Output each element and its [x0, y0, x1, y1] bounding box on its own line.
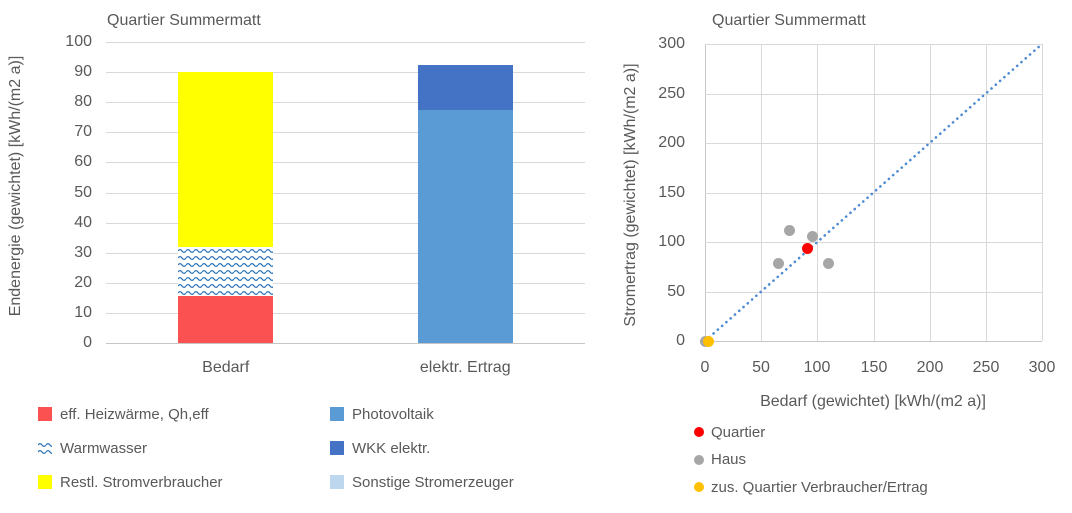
legend-item: Haus [694, 451, 746, 469]
x-tick-label: 0 [700, 359, 710, 376]
bar-segment [417, 109, 513, 343]
legend-swatch [38, 475, 52, 489]
category-label: elektr. Ertrag [419, 359, 511, 376]
y-tick-label: 0 [83, 334, 92, 351]
gridline [705, 341, 1042, 342]
scatter-chart-x-axis-title: Bedarf (gewichtet) [kWh/(m2 a)] [760, 393, 986, 410]
bar-segment [417, 64, 513, 110]
y-tick-label: 60 [74, 153, 92, 170]
identity-line [705, 44, 1042, 341]
gridline [986, 44, 987, 341]
x-tick-label: 150 [860, 359, 888, 376]
y-tick-label: 30 [74, 244, 92, 261]
y-tick-label: 150 [658, 184, 685, 201]
scatter-point [807, 230, 819, 242]
legend-swatch [330, 441, 344, 455]
y-tick-label: 100 [658, 233, 685, 250]
x-tick-label: 100 [803, 359, 831, 376]
y-tick-label: 0 [676, 332, 685, 349]
scatter-point [823, 258, 835, 270]
legend-dot [694, 482, 704, 492]
legend-item: eff. Heizwärme, Qh,eff [38, 405, 209, 423]
gridline [705, 292, 1042, 293]
legend-swatch [330, 475, 344, 489]
legend-item: zus. Quartier Verbraucher/Ertrag [694, 478, 928, 496]
y-tick-label: 300 [658, 35, 685, 52]
legend-label: Sonstige Stromerzeuger [352, 473, 514, 491]
gridline [874, 44, 875, 341]
y-tick-label: 250 [658, 85, 685, 102]
y-tick-label: 50 [74, 184, 92, 201]
gridline [106, 42, 585, 43]
y-tick-label: 20 [74, 274, 92, 291]
legend-label: eff. Heizwärme, Qh,eff [60, 405, 209, 423]
scatter-point [801, 243, 813, 255]
bar-chart-title: Quartier Summermatt [107, 12, 261, 29]
y-tick-label: 10 [74, 304, 92, 321]
legend-label: Haus [711, 451, 747, 468]
gridline [705, 44, 1042, 45]
scatter-point [783, 224, 795, 236]
gridline [106, 72, 585, 73]
bar-segment [178, 72, 274, 247]
legend-label: zus. Quartier Verbraucher/Ertrag [711, 478, 928, 496]
scatter-point [702, 335, 714, 347]
gridline [106, 102, 585, 103]
gridline [1042, 44, 1043, 341]
gridline [705, 94, 1042, 95]
gridline [106, 253, 585, 254]
gridline [705, 44, 706, 341]
gridline [930, 44, 931, 341]
legend-label: Restl. Stromverbraucher [60, 473, 223, 491]
legend-swatch [38, 407, 52, 421]
gridline [817, 44, 818, 341]
legend-swatch-wave [38, 441, 52, 455]
legend-item: Photovoltaik [330, 405, 434, 423]
gridline [106, 283, 585, 284]
bar-chart-y-axis-title: Endenergie (gewichtet) [kWh/(m2 a)] [7, 55, 24, 317]
y-tick-label: 80 [74, 93, 92, 110]
legend-item: Quartier [694, 423, 765, 441]
y-tick-label: 40 [74, 214, 92, 231]
y-tick-label: 90 [74, 63, 92, 80]
category-label: Bedarf [202, 359, 250, 376]
legend-label: Warmwasser [60, 439, 147, 457]
x-tick-label: 200 [916, 359, 944, 376]
gridline [705, 143, 1042, 144]
bar-segment-wave [178, 246, 274, 297]
y-tick-label: 100 [65, 33, 92, 50]
legend-item: Sonstige Stromerzeuger [330, 473, 514, 491]
gridline [761, 44, 762, 341]
x-tick-label: 300 [1028, 359, 1056, 376]
legend-swatch [330, 407, 344, 421]
gridline [106, 162, 585, 163]
legend-item: WKK elektr. [330, 439, 430, 457]
gridline [106, 343, 585, 344]
legend-dot [694, 454, 704, 465]
gridline [705, 242, 1042, 243]
y-tick-label: 200 [658, 134, 685, 151]
x-tick-label: 250 [972, 359, 1000, 376]
legend-item: Restl. Stromverbraucher [38, 473, 223, 491]
scatter-chart-title: Quartier Summermatt [712, 12, 866, 29]
legend-label: Photovoltaik [352, 405, 434, 423]
legend-dot [694, 427, 704, 437]
legend-label: WKK elektr. [352, 439, 431, 457]
legend-label: Quartier [711, 423, 766, 441]
gridline [106, 223, 585, 224]
bar-segment [178, 296, 274, 343]
gridline [106, 132, 585, 133]
scatter-point [772, 258, 784, 270]
y-tick-label: 70 [74, 123, 92, 140]
gridline [106, 193, 585, 194]
y-tick-label: 50 [667, 283, 685, 300]
gridline [106, 313, 585, 314]
gridline [705, 193, 1042, 194]
x-tick-label: 50 [752, 359, 770, 376]
legend-item: Warmwasser [38, 439, 147, 457]
